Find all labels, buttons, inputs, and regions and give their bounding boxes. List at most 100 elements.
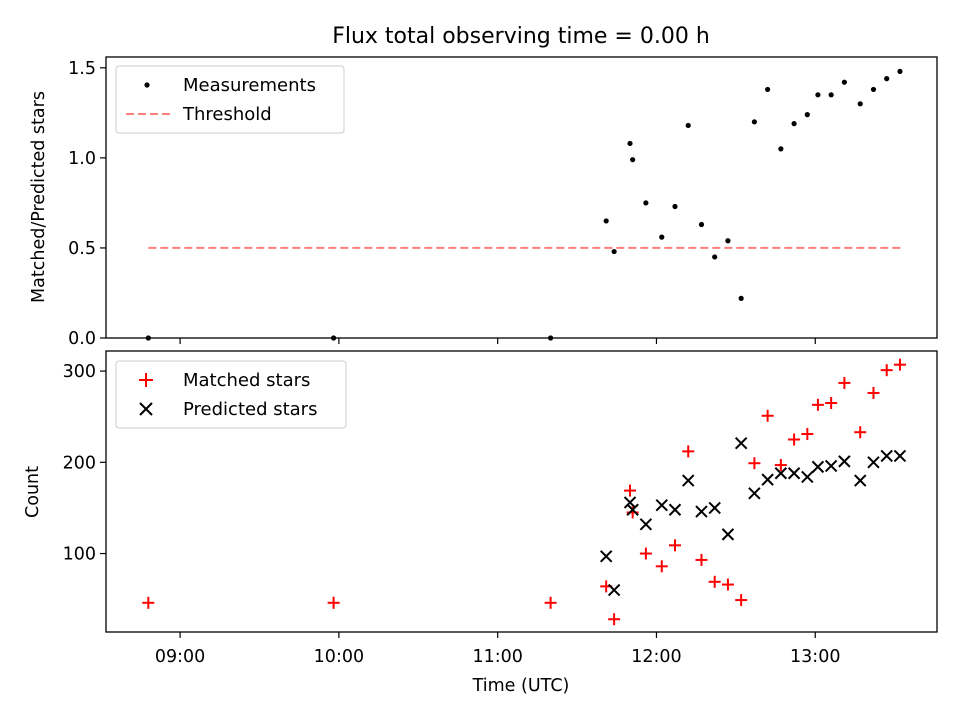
matched-star-point (811, 398, 824, 411)
measurement-point (738, 295, 744, 301)
predicted-star-point (867, 456, 880, 469)
predicted-star-point (668, 503, 682, 516)
matched-star-point (854, 426, 867, 439)
measurement-point (145, 335, 151, 341)
x-tick-label: 10:00 (314, 647, 364, 667)
ratio-legend-box (115, 65, 345, 134)
count-y-tick-label: 200 (63, 453, 96, 473)
measurement-point (712, 254, 718, 260)
matched-star-point (748, 457, 761, 470)
matched-star-point (721, 578, 734, 591)
legend-matched-marker (139, 373, 153, 387)
count-panel: 100 200 300 09:00 10:00 11:00 12:00 13:00 Count… (23, 350, 938, 696)
ratio-panel: 0.0 0.5 1.0 1.5 Matched/Predicted stars Mea… (29, 56, 938, 349)
x-tick-label: 11:00 (472, 647, 522, 667)
x-axis-label: Time (UTC) (472, 676, 570, 696)
matched-star-point (801, 428, 814, 441)
predicted-star-point (682, 474, 695, 487)
predicted-star-point (761, 473, 774, 486)
matched-star-point (893, 358, 906, 371)
predicted-star-point (748, 487, 761, 500)
ratio-plot-area (105, 56, 938, 339)
legend-predicted-label: Predicted stars (183, 399, 317, 420)
matched-star-point (682, 445, 695, 458)
ratio-y-tick-label: 0.0 (68, 329, 96, 349)
measurement-point (828, 92, 834, 98)
legend-threshold-label: Threshold (182, 104, 272, 125)
ratio-y-tick-label: 1.0 (68, 149, 96, 169)
ratio-y-tick-label: 1.5 (68, 59, 96, 79)
count-legend: Matched stars Predicted stars (115, 360, 347, 429)
predicted-star-point (599, 550, 613, 563)
chart-title: Flux total observing time = 0.00 h (332, 24, 710, 49)
predicted-star-point (721, 528, 735, 541)
predicted-star-point (655, 498, 668, 512)
count-legend-box (115, 360, 347, 429)
matched-star-point (838, 376, 851, 389)
measurement-point (627, 140, 633, 147)
predicted-star-point (801, 470, 814, 484)
predicted-star-point (734, 436, 748, 450)
matched-star-point (624, 484, 637, 497)
predicted-star-point (623, 496, 637, 509)
legend-matched-label: Matched stars (183, 370, 310, 391)
matched-star-point (608, 613, 621, 626)
predicted-star-point (880, 449, 893, 463)
count-plot-area (105, 350, 938, 633)
matched-star-point (735, 594, 748, 607)
measurement-point (725, 238, 731, 244)
measurement-point (857, 101, 863, 107)
legend-measurements-label: Measurements (183, 75, 316, 96)
matched-star-point (788, 433, 801, 446)
predicted-star-point (708, 501, 721, 515)
measurement-point (841, 79, 847, 85)
x-tick-label: 12:00 (631, 647, 681, 667)
predicted-star-point (639, 518, 653, 531)
predicted-star-point (626, 503, 639, 516)
measurement-point (751, 119, 757, 125)
measurement-point (698, 221, 705, 228)
count-y-tick-label: 300 (63, 362, 96, 382)
measurement-point (643, 200, 649, 206)
ratio-y-tick-label: 0.5 (68, 239, 96, 259)
matched-star-point (668, 539, 681, 552)
matched-star-point (695, 553, 708, 566)
matched-star-point (825, 397, 838, 410)
measurement-point (884, 76, 890, 82)
predicted-star-point (607, 583, 621, 597)
matched-star-point (880, 364, 893, 377)
ratio-y-axis-label: Matched/Predicted stars (29, 91, 49, 303)
matched-star-point (867, 386, 880, 399)
measurement-point (778, 146, 784, 152)
ratio-legend: Measurements Threshold (115, 65, 345, 134)
measurement-point (659, 234, 665, 240)
matched-star-point (761, 409, 774, 422)
x-tick-label: 13:00 (790, 647, 840, 667)
predicted-star-point (893, 449, 907, 463)
count-y-axis-label: Count (23, 466, 43, 518)
measurement-point (603, 218, 609, 224)
matched-star-point (142, 596, 155, 609)
matched-star-point (327, 596, 340, 609)
measurement-point (791, 121, 797, 127)
measurement-point (765, 86, 771, 93)
count-y-tick-label: 100 (63, 545, 96, 565)
predicted-star-point (824, 459, 838, 473)
matched-star-point (708, 575, 721, 588)
matched-star-point (774, 459, 787, 472)
predicted-star-point (787, 467, 801, 480)
x-tick-label: 09:00 (155, 647, 205, 667)
legend-predicted-marker (139, 402, 153, 416)
legend-measurements-marker (144, 82, 150, 88)
measurement-point (548, 335, 554, 341)
matched-star-point (655, 560, 668, 573)
measurement-point (611, 248, 617, 255)
measurement-point (870, 86, 877, 93)
measurement-point (672, 203, 678, 210)
predicted-star-point (695, 505, 708, 518)
measurement-point (330, 335, 337, 341)
predicted-star-point (811, 460, 825, 474)
measurement-point (804, 112, 810, 118)
predicted-star-point (854, 474, 867, 487)
